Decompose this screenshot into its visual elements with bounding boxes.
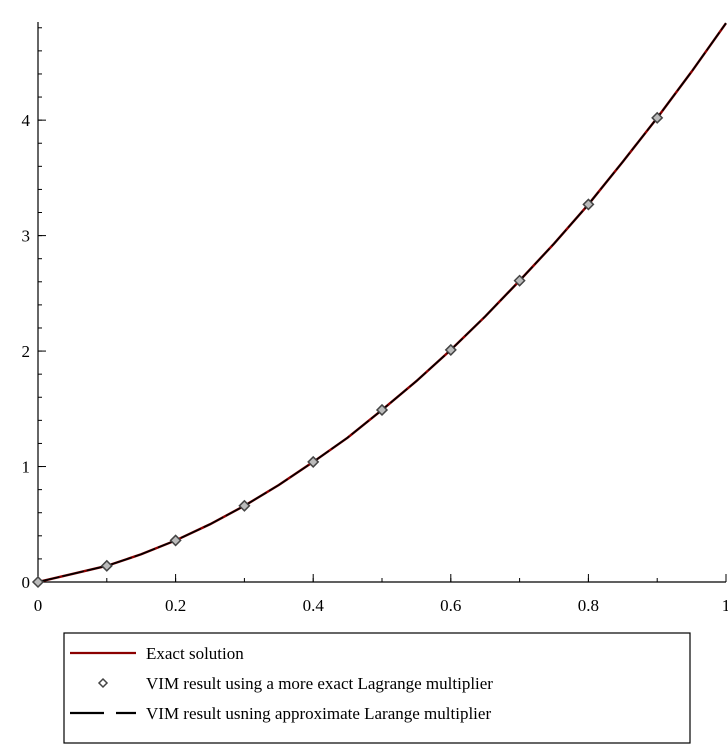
x-tick-label: 0 bbox=[34, 596, 43, 615]
y-tick-label: 4 bbox=[22, 111, 31, 130]
plot-series bbox=[33, 23, 726, 587]
x-tick-label: 1 bbox=[722, 596, 728, 615]
x-tick-label: 0.8 bbox=[578, 596, 599, 615]
legend-label-vim-approx: VIM result usning approximate Larange mu… bbox=[146, 704, 491, 723]
data-point-marker bbox=[33, 577, 43, 587]
legend-label-exact: Exact solution bbox=[146, 644, 244, 663]
y-tick-label: 0 bbox=[22, 573, 31, 592]
y-tick-label: 1 bbox=[22, 458, 31, 477]
series-line-approx bbox=[38, 23, 726, 582]
x-tick-label: 0.4 bbox=[303, 596, 325, 615]
x-tick-label: 0.2 bbox=[165, 596, 186, 615]
y-tick-label: 2 bbox=[22, 342, 31, 361]
series-line-exact bbox=[38, 23, 726, 582]
axis-ticks: 0 0.2 0.4 0.6 0.8 1 0 1 2 3 4 bbox=[22, 28, 728, 615]
legend-label-vim-exact: VIM result using a more exact Lagrange m… bbox=[146, 674, 493, 693]
data-point-marker bbox=[102, 561, 112, 571]
axes bbox=[38, 22, 726, 582]
x-tick-label: 0.6 bbox=[440, 596, 461, 615]
y-tick-label: 3 bbox=[22, 227, 31, 246]
data-point-marker bbox=[171, 535, 181, 545]
series-markers bbox=[33, 113, 662, 587]
legend: Exact solution VIM result using a more e… bbox=[64, 633, 690, 743]
